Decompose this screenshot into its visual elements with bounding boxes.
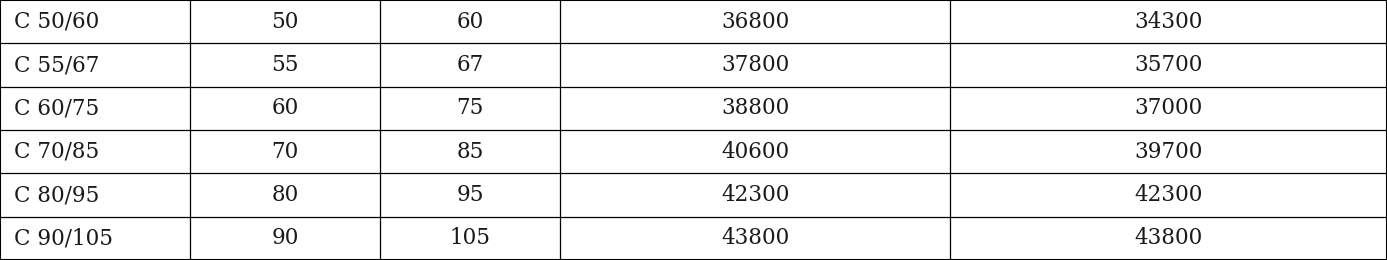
Text: 70: 70	[272, 141, 298, 163]
Text: 60: 60	[456, 11, 484, 33]
Text: 60: 60	[272, 97, 298, 119]
Text: 105: 105	[449, 227, 491, 249]
Text: 42300: 42300	[1135, 184, 1203, 206]
Text: 50: 50	[272, 11, 298, 33]
Text: 42300: 42300	[721, 184, 789, 206]
Text: C 55/67: C 55/67	[14, 54, 100, 76]
Text: 80: 80	[272, 184, 298, 206]
Text: C 70/85: C 70/85	[14, 141, 98, 163]
Text: 43800: 43800	[721, 227, 789, 249]
Text: 55: 55	[272, 54, 298, 76]
Text: 85: 85	[456, 141, 484, 163]
Text: 40600: 40600	[721, 141, 789, 163]
Text: 34300: 34300	[1135, 11, 1203, 33]
Text: 95: 95	[456, 184, 484, 206]
Text: C 50/60: C 50/60	[14, 11, 98, 33]
Text: 36800: 36800	[721, 11, 789, 33]
Text: 38800: 38800	[721, 97, 789, 119]
Text: 37800: 37800	[721, 54, 789, 76]
Text: C 80/95: C 80/95	[14, 184, 100, 206]
Text: 43800: 43800	[1135, 227, 1203, 249]
Text: 67: 67	[456, 54, 484, 76]
Text: 39700: 39700	[1135, 141, 1203, 163]
Text: C 60/75: C 60/75	[14, 97, 98, 119]
Text: 35700: 35700	[1135, 54, 1203, 76]
Text: 90: 90	[272, 227, 298, 249]
Text: C 90/105: C 90/105	[14, 227, 112, 249]
Text: 75: 75	[456, 97, 484, 119]
Text: 37000: 37000	[1135, 97, 1203, 119]
